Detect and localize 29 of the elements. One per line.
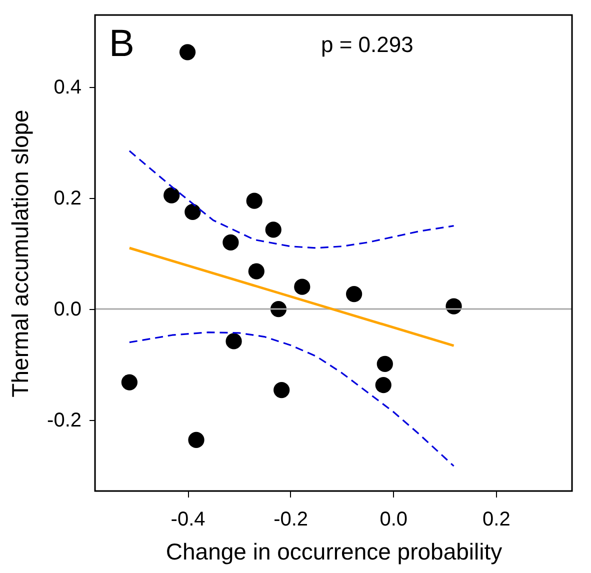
point <box>222 234 239 251</box>
point <box>164 187 180 204</box>
point <box>346 286 362 302</box>
point <box>274 382 290 398</box>
y-axis-title: Thermal accumulation slope <box>7 110 34 398</box>
point <box>376 356 393 372</box>
point <box>179 44 196 60</box>
x-tick-label: -0.4 <box>170 508 206 530</box>
point <box>248 263 264 280</box>
y-tick-label: -0.2 <box>47 409 82 432</box>
point <box>184 204 201 220</box>
point <box>246 192 262 209</box>
point <box>121 374 138 390</box>
y-tick-label: 0.2 <box>54 188 82 210</box>
line-series <box>128 150 455 249</box>
point <box>226 333 242 350</box>
y-tick-label: 0.4 <box>54 76 82 99</box>
point <box>188 432 204 448</box>
x-tick-label: 0.2 <box>482 508 510 530</box>
annotation: B <box>109 23 134 65</box>
x-tick-label: 0.0 <box>380 508 408 530</box>
point <box>375 376 392 394</box>
point <box>265 222 282 238</box>
x-tick-label: -0.2 <box>274 508 308 530</box>
line-series <box>128 332 455 467</box>
point <box>294 278 310 295</box>
y-tick-label: 0.0 <box>54 298 82 321</box>
x-axis-title: Change in occurrence probability <box>166 538 503 564</box>
annotation: p = 0.293 <box>321 32 414 57</box>
